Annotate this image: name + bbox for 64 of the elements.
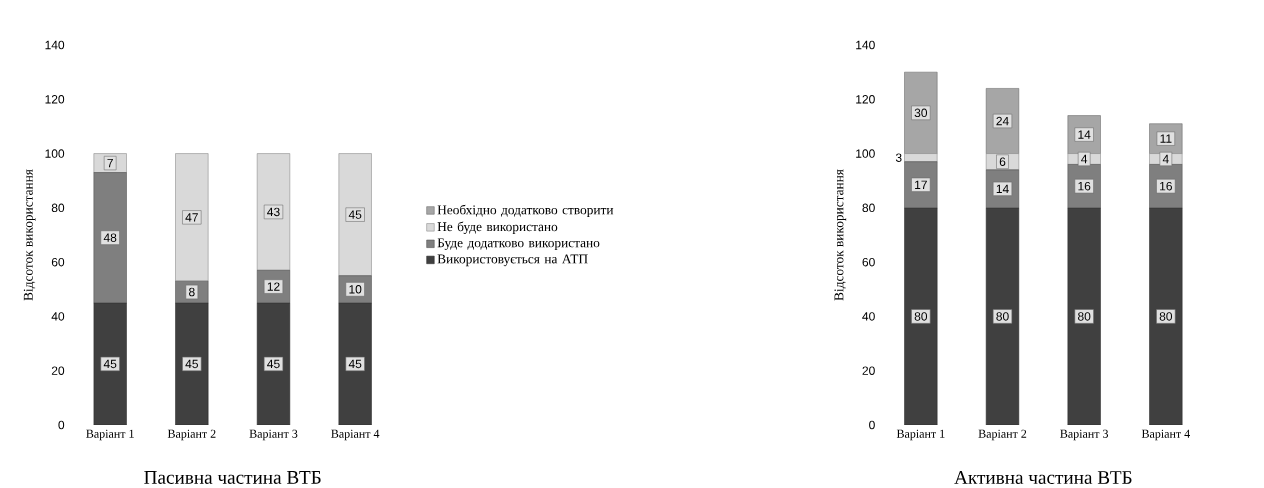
y-tick-label: 40 xyxy=(51,311,65,321)
y-tick-label: 80 xyxy=(862,203,875,212)
data-label: 16 xyxy=(1078,181,1091,191)
x-tick-label: Варіант 4 xyxy=(1141,429,1190,441)
x-tick-label: Варіант 4 xyxy=(331,429,380,441)
data-label: 80 xyxy=(1159,311,1173,321)
legend-label: Необхідно додатково створити xyxy=(437,204,614,217)
bar xyxy=(93,302,127,425)
x-tick-label: Варіант 2 xyxy=(978,429,1027,441)
data-label: 3 xyxy=(895,153,902,162)
data-label: 8 xyxy=(189,287,195,297)
y-tick-label: 0 xyxy=(58,420,65,430)
legend-label: Буде додатково використано xyxy=(437,238,600,250)
data-label: 4 xyxy=(1162,154,1169,163)
y-tick-label: 100 xyxy=(856,149,875,158)
x-tick-label: Варіант 3 xyxy=(1060,429,1109,441)
data-label: 7 xyxy=(107,158,113,167)
data-label: 14 xyxy=(1078,130,1091,139)
y-tick-label: 20 xyxy=(51,366,65,375)
data-label: 43 xyxy=(267,207,280,216)
y-tick-label: 80 xyxy=(51,203,65,212)
data-label: 47 xyxy=(185,213,198,222)
data-label: 45 xyxy=(103,359,117,368)
x-tick-label: Варіант 3 xyxy=(249,429,298,441)
data-label: 17 xyxy=(915,180,927,189)
data-label: 4 xyxy=(1081,154,1088,163)
y-tick-label: 0 xyxy=(869,420,875,430)
y-tick-label: 60 xyxy=(51,257,65,267)
data-label: 45 xyxy=(185,359,198,368)
y-axis-title: Відсоток використання xyxy=(834,169,847,301)
data-label: 24 xyxy=(996,116,1009,125)
y-tick-label: 120 xyxy=(45,94,65,104)
data-label: 11 xyxy=(1160,134,1172,143)
y-tick-label: 40 xyxy=(862,311,875,321)
y-tick-label: 120 xyxy=(856,94,875,104)
x-tick-label: Варіант 1 xyxy=(86,429,134,441)
data-label: 6 xyxy=(999,157,1006,166)
y-tick-label: 100 xyxy=(45,149,65,158)
bar xyxy=(338,302,372,425)
data-label: 14 xyxy=(996,184,1009,193)
x-tick-label: Варіант 1 xyxy=(896,429,945,441)
x-tick-label: Варіант 2 xyxy=(167,429,216,441)
y-tick-label: 20 xyxy=(862,366,875,375)
data-label: 48 xyxy=(103,233,117,242)
legend-label: Використовується на АТП xyxy=(437,254,588,266)
data-label: 45 xyxy=(348,210,362,219)
bar xyxy=(256,302,291,425)
data-label: 12 xyxy=(267,282,280,291)
bar xyxy=(175,302,209,425)
y-tick-label: 140 xyxy=(45,40,65,50)
data-label: 30 xyxy=(914,108,928,117)
data-label: 45 xyxy=(348,359,362,368)
data-label: 80 xyxy=(1078,311,1091,321)
data-label: 80 xyxy=(996,311,1009,321)
data-label: 16 xyxy=(1160,181,1172,191)
text: Пасивна частина ВТБ xyxy=(144,470,321,484)
data-label: 45 xyxy=(267,359,280,368)
data-label: 80 xyxy=(914,311,928,321)
legend-label: Не буде використано xyxy=(437,221,558,234)
y-axis-title: Відсоток використання xyxy=(23,169,36,301)
y-tick-label: 140 xyxy=(856,40,875,50)
y-tick-label: 60 xyxy=(862,257,875,267)
data-label: 10 xyxy=(349,284,362,294)
text: Активна частина ВТБ xyxy=(954,470,1132,484)
